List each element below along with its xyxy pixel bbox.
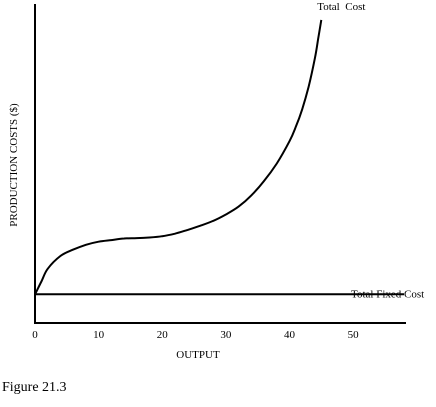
x-axis-title: OUTPUT [176, 349, 220, 361]
x-tick-label: 30 [220, 329, 232, 341]
series-label-total-cost: Total Cost [317, 1, 365, 13]
x-tick-label: 10 [93, 329, 105, 341]
series-label-total-fixed-cost: Total Fixed Cost [351, 288, 424, 300]
series-group: Total Cost Total Fixed Cost [34, 1, 424, 300]
x-tick-label: 40 [284, 329, 296, 341]
figure-caption: Figure 21.3 [2, 380, 67, 395]
x-tick-label: 50 [348, 329, 360, 341]
x-tick-label: 0 [32, 329, 38, 341]
series-line-total-cost [34, 19, 323, 295]
x-tick-label: 20 [157, 329, 169, 341]
y-axis-title: PRODUCTION COSTS ($) [8, 103, 20, 227]
x-tick-labels: 0 10 20 30 40 50 [32, 329, 359, 341]
